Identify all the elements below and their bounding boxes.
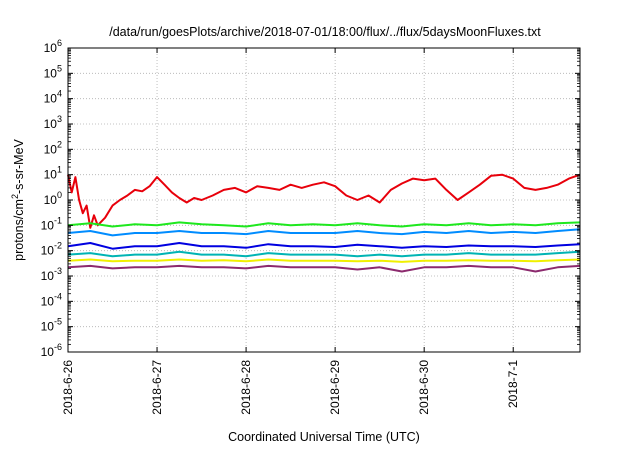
y-tick-label-base: 10 (44, 117, 58, 131)
y-axis-label: protons/cm2-s-sr-MeV (10, 138, 26, 260)
y-tick-label-base: 10 (44, 41, 58, 55)
y-tick-label-exponent: -2 (54, 241, 62, 251)
y-tick-label-base: 10 (44, 193, 58, 207)
y-tick-label-base: 10 (41, 218, 55, 232)
y-tick-label-exponent: 4 (57, 89, 62, 99)
y-tick-label: 103 (44, 114, 62, 131)
y-tick-label: 10-5 (41, 317, 62, 334)
y-tick-label-exponent: 1 (57, 165, 62, 175)
y-axis-label-suffix: -s-sr-MeV (12, 138, 26, 194)
y-tick-label: 10-4 (41, 291, 62, 308)
series-line (67, 264, 581, 273)
y-tick-label-exponent: -5 (54, 317, 62, 327)
x-axis-label: Coordinated Universal Time (UTC) (228, 430, 420, 444)
y-tick-label: 10-1 (41, 215, 62, 232)
y-tick-label: 10-2 (41, 241, 62, 258)
y-tick-label-base: 10 (44, 142, 58, 156)
series-line (67, 250, 581, 258)
y-tick-label-base: 10 (41, 269, 55, 283)
y-tick-label: 100 (44, 190, 62, 207)
y-tick-label: 10-3 (41, 266, 62, 283)
y-tick-label-base: 10 (41, 345, 55, 359)
y-tick-label-exponent: 5 (57, 63, 62, 73)
series-lines (67, 173, 581, 273)
x-tick-label: 2018-6-28 (239, 360, 253, 415)
y-tick-label-exponent: -6 (54, 342, 62, 352)
y-tick-label-exponent: 6 (57, 38, 62, 48)
y-tick-label: 105 (44, 63, 62, 80)
y-tick-label-exponent: -3 (54, 266, 62, 276)
y-tick-label-exponent: -4 (54, 291, 62, 301)
y-tick-label-exponent: 3 (57, 114, 62, 124)
y-tick-label-base: 10 (41, 244, 55, 258)
x-tick-label: 2018-7-1 (506, 360, 520, 408)
x-tick-label: 2018-6-29 (328, 360, 342, 415)
y-tick-label: 104 (44, 89, 62, 106)
series-line (67, 258, 581, 263)
y-tick-label: 10-6 (41, 342, 62, 359)
y-tick-label-base: 10 (44, 168, 58, 182)
series-line (67, 242, 581, 250)
series-line (67, 221, 581, 228)
series-line (67, 228, 581, 237)
y-tick-label-exponent: -1 (54, 215, 62, 225)
y-tick-label-base: 10 (41, 294, 55, 308)
x-tick-label: 2018-6-27 (150, 360, 164, 415)
y-axis-label-superscript: 2 (10, 194, 20, 199)
x-tick-labels: 2018-6-26 2018-6-27 2018-6-28 2018-6-29 2018… (61, 360, 520, 415)
y-tick-label-base: 10 (44, 66, 58, 80)
x-tick-label: 2018-6-30 (417, 360, 431, 415)
axis-ticks (67, 47, 580, 353)
y-tick-label: 102 (44, 139, 62, 156)
y-tick-label-exponent: 2 (57, 139, 62, 149)
y-tick-label: 101 (44, 165, 62, 182)
y-axis-label-prefix: protons/cm (12, 199, 26, 261)
y-tick-label-base: 10 (41, 320, 55, 334)
series-line (67, 173, 581, 229)
chart-title: /data/run/goesPlots/archive/2018-07-01/1… (109, 25, 541, 39)
grid-lines (68, 48, 580, 352)
x-tick-label: 2018-6-26 (61, 360, 75, 415)
y-tick-labels: 10-610-510-410-310-210-11001011021031041… (41, 38, 62, 359)
y-tick-label-exponent: 0 (57, 190, 62, 200)
y-tick-label-base: 10 (44, 92, 58, 106)
y-tick-label: 106 (44, 38, 62, 55)
